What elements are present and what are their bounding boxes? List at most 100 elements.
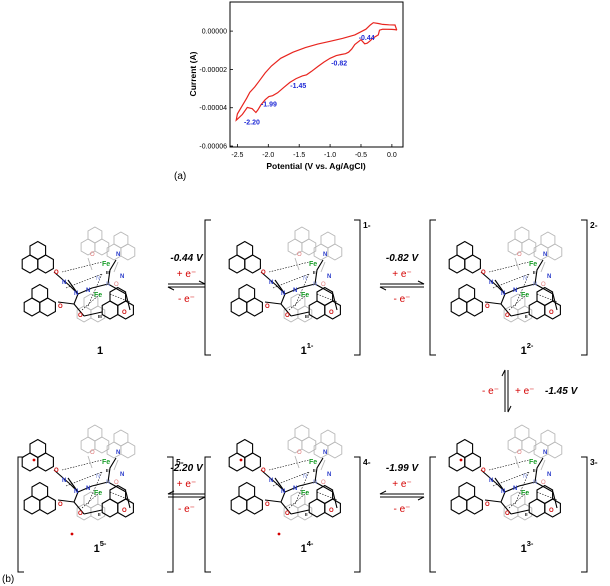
oxygen-atom: O <box>505 511 510 517</box>
fe-atom-top: Fe <box>102 459 110 466</box>
peak-label: -0.44 <box>359 35 375 42</box>
compound-label: 11- <box>301 341 314 357</box>
reverse-arrow <box>168 496 206 501</box>
bond <box>264 499 282 503</box>
ghost-oxygen-atom: O <box>541 480 546 486</box>
coordination-bond <box>87 471 103 505</box>
peak-label: -0.82 <box>331 60 347 67</box>
nitrogen-atom: N <box>513 288 517 294</box>
x-tick-label: -0.5 <box>355 152 367 159</box>
x-tick-label: -1.5 <box>293 152 305 159</box>
bond <box>534 481 558 509</box>
bond <box>77 283 109 295</box>
oxygen-atom: O <box>481 468 486 474</box>
ghost-oxygen-atom: O <box>297 252 302 258</box>
naphthalene-ring <box>29 438 47 459</box>
nitrogen-atom: N <box>116 450 120 456</box>
oxygen-atom: O <box>265 304 270 310</box>
bracket-right <box>581 456 588 573</box>
nitrogen-atom: N <box>547 472 551 478</box>
bond <box>494 279 506 295</box>
potential-label: -1.45 V <box>545 386 579 397</box>
aryl-radical-dot <box>32 458 36 462</box>
compound-label: 14- <box>301 539 314 555</box>
naphthalene-ring <box>31 283 49 304</box>
bracket-left <box>429 219 436 356</box>
fe-top-oxidation-state: III <box>106 270 110 275</box>
y-tick-label: 0.00000 <box>202 29 227 36</box>
ghost-naphthalene-ring <box>113 429 129 447</box>
fe-atom-top: Fe <box>529 261 537 268</box>
y-tick-label: -0.00002 <box>199 67 227 74</box>
naphthalene-ring <box>236 240 254 261</box>
ghost-nitrogen-atom: N <box>313 480 317 486</box>
oxygen-atom: O <box>58 304 63 310</box>
coordination-bond <box>65 471 103 487</box>
bond <box>284 283 316 295</box>
ghost-oxygen-atom: O <box>90 252 95 258</box>
bond <box>494 477 506 493</box>
bond <box>260 469 286 493</box>
nitrogen-atom: N <box>513 486 517 492</box>
naphthalene-ring <box>458 283 476 304</box>
ghost-naphthalene-ring <box>87 226 103 244</box>
bracket-left <box>17 456 24 573</box>
bond <box>274 477 286 493</box>
coordination-bond <box>514 273 530 307</box>
ghost-naphthalene-ring <box>290 491 306 509</box>
ghost-bond <box>87 257 93 271</box>
bond <box>480 469 506 493</box>
ghost-oxygen-atom: O <box>114 480 119 486</box>
bond <box>260 271 286 295</box>
nitrogen-atom: N <box>543 252 547 258</box>
coordination-bond <box>272 471 310 487</box>
fe-atom-top: Fe <box>309 459 317 466</box>
ghost-oxygen-atom: O <box>541 282 546 288</box>
bond <box>284 481 316 493</box>
ghost-nitrogen-atom: N <box>96 276 100 282</box>
reverse-arrow <box>379 286 424 291</box>
oxygen-atom: O <box>58 502 63 508</box>
compound-label: 12- <box>521 341 534 357</box>
oxygen-atom: O <box>122 310 127 316</box>
nitrogen-atom: N <box>327 274 331 280</box>
naphthalene-ring <box>238 283 256 304</box>
ghost-oxygen-atom: O <box>90 450 95 456</box>
nitrogen-atom: N <box>489 280 493 286</box>
aryl-radical-dot <box>459 458 463 462</box>
nitrogen-atom: N <box>293 288 297 294</box>
nitrogen-atom: N <box>327 472 331 478</box>
fe-bottom-oxidation-state: II <box>305 512 308 517</box>
ghost-naphthalene-ring <box>83 491 99 509</box>
fe-atom-bottom: Fe <box>301 490 309 497</box>
fe-top-oxidation-state: II <box>533 270 536 275</box>
coordination-bond <box>492 471 530 487</box>
naphthalene-ring <box>31 481 49 502</box>
coordination-bond <box>65 273 103 289</box>
coordination-bond <box>508 491 528 509</box>
peak-labels: -0.44 -0.82 -1.45 -1.99 -2.20 <box>244 35 375 127</box>
ghost-bond <box>514 455 520 469</box>
ghost-bond <box>294 257 300 271</box>
ghost-oxygen-atom: O <box>517 450 522 456</box>
reverse-electron-label: - e⁻ <box>178 504 195 515</box>
x-tick-label: -2.0 <box>262 152 274 159</box>
coordination-bond <box>61 261 103 273</box>
reverse-electron-label: - e⁻ <box>178 294 195 305</box>
reverse-arrow <box>380 496 425 501</box>
ghost-oxygen-atom: O <box>114 282 119 288</box>
bond <box>480 271 506 295</box>
coordination-bond <box>316 491 338 501</box>
y-tick-label: -0.00006 <box>199 143 227 150</box>
nitrogen-atom: N <box>501 489 505 495</box>
oxygen-atom: O <box>78 511 83 517</box>
naphthalene-ring <box>316 286 334 307</box>
nitrogen-atom: N <box>489 478 493 484</box>
coordination-bond <box>508 293 528 311</box>
compound-label: 1 <box>97 345 103 357</box>
nitrogen-atom: N <box>281 291 285 297</box>
fe-atom-bottom: Fe <box>94 292 102 299</box>
coordination-bond <box>288 491 308 509</box>
